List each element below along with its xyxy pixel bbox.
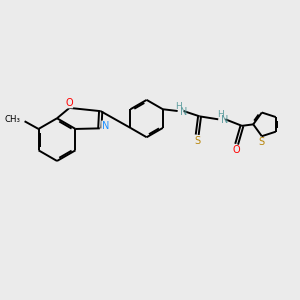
Text: N: N — [221, 115, 229, 125]
Text: CH₃: CH₃ — [5, 115, 21, 124]
Text: H: H — [176, 102, 182, 111]
Text: N: N — [102, 121, 109, 131]
Text: O: O — [65, 98, 73, 108]
Text: O: O — [233, 145, 240, 155]
Text: S: S — [258, 137, 264, 147]
Text: N: N — [180, 107, 188, 117]
Text: S: S — [194, 136, 200, 146]
Text: H: H — [217, 110, 224, 119]
